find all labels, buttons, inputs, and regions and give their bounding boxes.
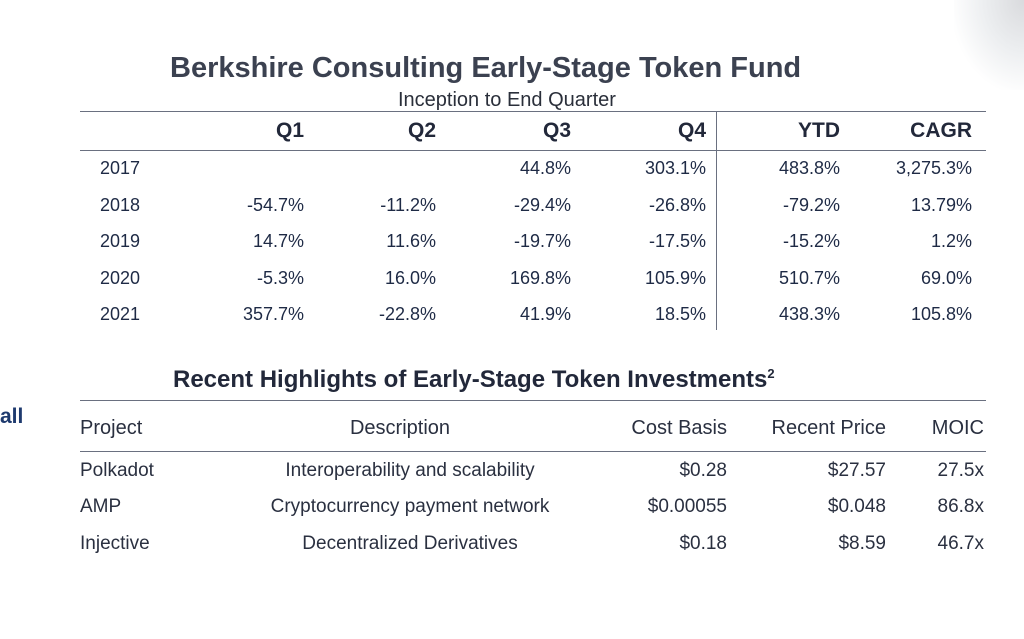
- cell-q2: -11.2%: [380, 195, 436, 215]
- cell-q1: 357.7%: [242, 304, 304, 324]
- cell-q3: -19.7%: [513, 231, 571, 251]
- year-label: 2019: [100, 231, 141, 251]
- cell-recent-price: $8.59: [838, 533, 886, 554]
- cell-ytd: 438.3%: [778, 304, 840, 324]
- cell-q2: 16.0%: [384, 268, 436, 288]
- cell-moic: 46.7x: [937, 533, 984, 554]
- cell-q4: 303.1%: [644, 158, 706, 178]
- returns-top-rule: [80, 111, 986, 112]
- col-header-q2: Q2: [407, 119, 436, 142]
- cell-description: Interoperability and scalability: [285, 460, 535, 481]
- cell-cost-basis: $0.00055: [647, 496, 727, 517]
- corner-shadow: [954, 0, 1024, 90]
- cell-project: Polkadot: [80, 460, 154, 481]
- cell-q1: 14.7%: [252, 231, 304, 251]
- cell-q3: 44.8%: [519, 158, 571, 178]
- col-header-q3: Q3: [542, 119, 571, 142]
- cell-q3: 169.8%: [509, 268, 571, 288]
- col-header-project: Project: [80, 417, 143, 439]
- cell-cagr: 3,275.3%: [895, 158, 972, 178]
- year-label: 2018: [100, 195, 141, 215]
- highlights-top-rule: [80, 400, 986, 401]
- year-label: 2020: [100, 268, 141, 288]
- cell-q4: 105.9%: [644, 268, 706, 288]
- cell-cagr: 105.8%: [910, 304, 972, 324]
- cell-q3: 41.9%: [519, 304, 571, 324]
- cell-q2: 11.6%: [386, 231, 436, 251]
- col-header-q1: Q1: [275, 119, 304, 142]
- cell-q2: -22.8%: [378, 304, 436, 324]
- cell-cagr: 13.79%: [910, 195, 972, 215]
- cell-recent-price: $0.048: [827, 496, 886, 517]
- col-header-moic: MOIC: [931, 417, 984, 439]
- cell-q1: -5.3%: [256, 268, 304, 288]
- cell-cagr: 1.2%: [930, 231, 972, 251]
- cell-q4: -17.5%: [648, 231, 706, 251]
- highlights-footnote-marker: 2: [767, 366, 775, 381]
- highlights-header-rule: [80, 451, 986, 452]
- cell-q4: -26.8%: [648, 195, 706, 215]
- cell-project: Injective: [80, 533, 150, 554]
- fund-subtitle: Inception to End Quarter: [398, 89, 616, 111]
- fund-title: Berkshire Consulting Early-Stage Token F…: [170, 52, 802, 84]
- cell-ytd: 483.8%: [778, 158, 840, 178]
- returns-header-rule: [80, 150, 986, 151]
- cell-project: AMP: [80, 496, 122, 517]
- cell-moic: 27.5x: [937, 460, 984, 481]
- year-label: 2017: [100, 158, 141, 178]
- col-header-description: Description: [349, 417, 451, 439]
- cell-moic: 86.8x: [937, 496, 984, 517]
- cell-recent-price: $27.57: [827, 460, 886, 481]
- cell-cost-basis: $0.18: [679, 533, 727, 554]
- cell-ytd: 510.7%: [778, 268, 840, 288]
- highlights-title-text: Recent Highlights of Early-Stage Token I…: [173, 366, 768, 393]
- cell-q3: -29.4%: [513, 195, 571, 215]
- returns-ytd-divider: [716, 112, 717, 330]
- cell-description: Decentralized Derivatives: [302, 533, 518, 554]
- col-header-q4: Q4: [677, 119, 706, 142]
- cell-cagr: 69.0%: [920, 268, 972, 288]
- cell-ytd: -15.2%: [782, 231, 840, 251]
- cell-cost-basis: $0.28: [679, 460, 727, 481]
- col-header-recent-price: Recent Price: [771, 417, 887, 439]
- year-label: 2021: [100, 304, 141, 324]
- cell-ytd: -79.2%: [782, 195, 840, 215]
- cell-description: Cryptocurrency payment network: [270, 496, 550, 517]
- col-header-cagr: CAGR: [910, 119, 972, 142]
- highlights-title: Recent Highlights of Early-Stage Token I…: [173, 366, 775, 394]
- col-header-ytd: YTD: [798, 119, 840, 142]
- cropped-edge-text: all: [0, 405, 24, 428]
- col-header-cost-basis: Cost Basis: [631, 417, 727, 439]
- cell-q4: 18.5%: [654, 304, 706, 324]
- cell-q1: -54.7%: [246, 195, 304, 215]
